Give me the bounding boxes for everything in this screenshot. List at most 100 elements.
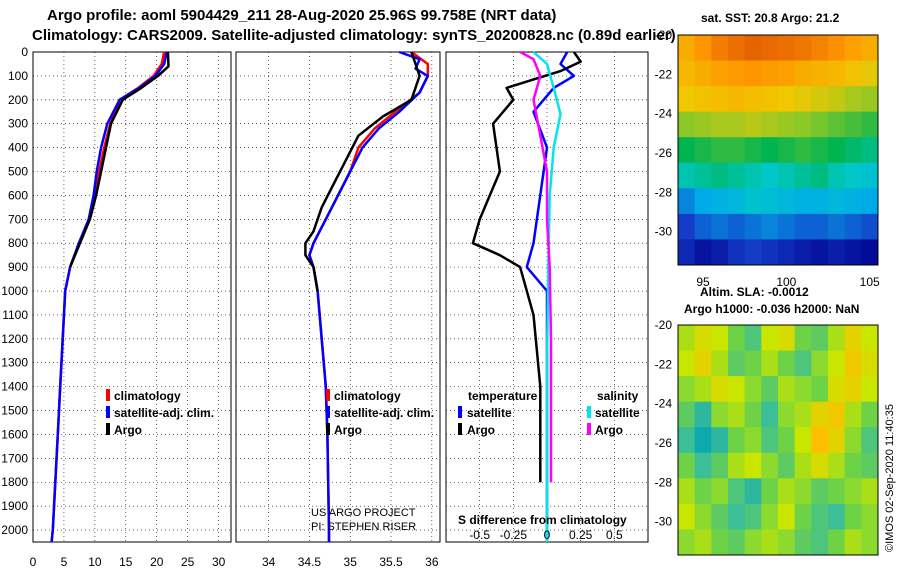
heatmap-cell xyxy=(728,350,746,377)
heatmap-cell xyxy=(744,86,762,113)
depth-tick-label: 1700 xyxy=(1,451,28,465)
heatmap-cell xyxy=(761,350,779,377)
legend-label-climatology: climatology xyxy=(334,389,401,403)
legend-swatch-sal-argo xyxy=(587,423,591,435)
heatmap-cell xyxy=(794,350,812,377)
heatmap-cell xyxy=(811,111,829,138)
x-tick-label: 36 xyxy=(425,555,439,569)
heatmap-cell xyxy=(861,60,879,87)
heatmap-cell xyxy=(861,86,879,113)
heatmap-cell xyxy=(794,111,812,138)
sst-map: sat. SST: 20.8 Argo: 21.2 -20-22-24-26-2… xyxy=(655,11,880,289)
heatmap-cell xyxy=(711,427,729,454)
heatmap-cell xyxy=(711,529,729,556)
heatmap-cell xyxy=(694,503,712,530)
heatmap-cell xyxy=(694,325,712,352)
heatmap-cell xyxy=(678,376,696,403)
depth-tick-label: 200 xyxy=(8,93,28,107)
x-tick-label: 30 xyxy=(212,555,226,569)
heatmap-cell xyxy=(678,452,696,479)
heatmap-cell xyxy=(794,213,812,240)
heatmap-cell xyxy=(761,35,779,62)
heatmap-cell xyxy=(728,162,746,189)
heatmap-cell xyxy=(678,325,696,352)
heatmap-cell xyxy=(778,188,796,215)
heatmap-cell xyxy=(761,213,779,240)
heatmap-cell xyxy=(744,478,762,505)
legend-swatch-temp-argo xyxy=(458,423,462,435)
heatmap-cell xyxy=(744,60,762,87)
heatmap-cell xyxy=(828,35,846,62)
x-tick-label: 20 xyxy=(150,555,164,569)
depth-tick-label: 1100 xyxy=(2,308,28,322)
sst-map-title: sat. SST: 20.8 Argo: 21.2 xyxy=(701,11,840,25)
heatmap-cell xyxy=(744,427,762,454)
sla-map-title: Altim. SLA: -0.0012 xyxy=(700,285,809,299)
heatmap-cell xyxy=(728,401,746,428)
heatmap-cell xyxy=(744,350,762,377)
salinity-panel: 34 34.5 35 35.5 36 climatology satellite-adj… xyxy=(235,50,441,569)
x-tick-label: -0.25 xyxy=(500,528,528,542)
heatmap-cell xyxy=(761,162,779,189)
heatmap-cell xyxy=(861,452,879,479)
heatmap-cell xyxy=(694,35,712,62)
heatmap-cell xyxy=(761,478,779,505)
depth-tick-label: 100 xyxy=(8,69,28,83)
heatmap-cell xyxy=(744,503,762,530)
heatmap-cell xyxy=(828,137,846,164)
heatmap-cell xyxy=(811,401,829,428)
heatmap-cell xyxy=(861,503,879,530)
heatmap-cell xyxy=(678,86,696,113)
x-tick-label: 0.5 xyxy=(606,528,623,542)
legend-swatch-climatology xyxy=(106,389,110,401)
heatmap-cell xyxy=(678,60,696,87)
heatmap-cell xyxy=(794,162,812,189)
heatmap-cell xyxy=(728,111,746,138)
heatmap-cell xyxy=(711,162,729,189)
heatmap-cell xyxy=(861,162,879,189)
depth-tick-label: 1400 xyxy=(1,380,28,394)
depth-tick-label: 0 xyxy=(21,45,28,59)
heatmap-cell xyxy=(844,111,862,138)
heatmap-cell xyxy=(728,452,746,479)
heatmap-cell xyxy=(761,401,779,428)
sla-latitude-labels: -20 -22 -24 -26 -28 -30 xyxy=(655,318,673,529)
heatmap-cell xyxy=(778,60,796,87)
heatmap-cell xyxy=(744,376,762,403)
legend-title-temperature: temperature xyxy=(468,389,538,403)
depth-tick-label: 300 xyxy=(8,117,28,131)
heatmap-cell xyxy=(844,213,862,240)
legend-label-argo: Argo xyxy=(114,423,142,437)
legend-swatch-temp-satellite xyxy=(458,406,462,418)
heatmap-cell xyxy=(811,86,829,113)
heatmap-cell xyxy=(861,376,879,403)
heatmap-cell xyxy=(828,111,846,138)
depth-tick-label: 600 xyxy=(8,188,28,202)
heatmap-cell xyxy=(828,325,846,352)
latitude-tick-label: -22 xyxy=(655,357,673,371)
temperature-series xyxy=(50,51,170,543)
heatmap-cell xyxy=(678,427,696,454)
legend-swatch-sal-satellite xyxy=(587,406,591,418)
series-line-salinity-satellite xyxy=(532,51,562,542)
heatmap-cell xyxy=(678,401,696,428)
heatmap-cell xyxy=(828,239,846,266)
sst-longitude-labels: 95 100 105 xyxy=(696,275,880,289)
heatmap-cell xyxy=(728,35,746,62)
heatmap-cell xyxy=(694,137,712,164)
heatmap-cell xyxy=(761,529,779,556)
heatmap-cell xyxy=(678,111,696,138)
heatmap-cell xyxy=(811,35,829,62)
heatmap-cell xyxy=(861,35,879,62)
heatmap-cell xyxy=(828,503,846,530)
legend-swatch-argo xyxy=(106,423,110,435)
heatmap-cell xyxy=(694,239,712,266)
heatmap-cell xyxy=(728,213,746,240)
legend-label-temp-argo: Argo xyxy=(467,423,495,437)
heatmap-cell xyxy=(778,503,796,530)
heatmap-cell xyxy=(794,137,812,164)
heatmap-cell xyxy=(811,188,829,215)
heatmap-cell xyxy=(794,325,812,352)
sla-heatmap-cells xyxy=(678,325,879,556)
